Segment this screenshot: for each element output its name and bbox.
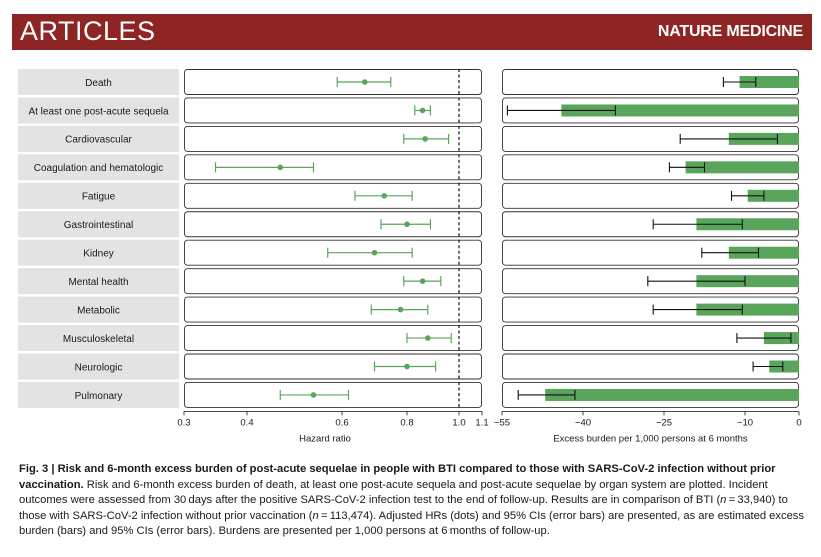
excess-tick-label: −25 bbox=[656, 417, 672, 428]
hr-panel-frame bbox=[184, 268, 482, 295]
row-label: Neurologic bbox=[75, 362, 123, 373]
hr-panel-frame bbox=[184, 325, 482, 351]
hr-panel-frame bbox=[184, 382, 482, 408]
row-label: Kidney bbox=[83, 249, 114, 260]
hr-point bbox=[277, 164, 284, 171]
row-label-bg bbox=[18, 69, 179, 95]
hr-axis-title: Hazard ratio bbox=[299, 433, 351, 444]
row-label-bg bbox=[18, 211, 179, 238]
row-label-bg bbox=[18, 381, 179, 408]
excess-bar bbox=[696, 218, 799, 231]
hr-point bbox=[404, 363, 410, 370]
excess-bar bbox=[561, 104, 799, 117]
excess-bar bbox=[728, 246, 799, 259]
row-label: Death bbox=[85, 78, 112, 89]
hr-tick-label: 0.3 bbox=[177, 417, 190, 428]
row-label-bg bbox=[18, 353, 179, 380]
row-label: Mental health bbox=[68, 277, 128, 288]
hr-point bbox=[425, 335, 431, 341]
hr-panel-frame bbox=[184, 69, 482, 95]
row-label-bg bbox=[18, 239, 179, 266]
journal-name: NATURE MEDICINE bbox=[657, 23, 803, 40]
caption-text-2: ) to those with SARS-CoV-2 infection wit… bbox=[19, 494, 788, 522]
excess-tick-label: −40 bbox=[575, 417, 591, 428]
excess-bar bbox=[747, 189, 799, 202]
hr-panel-frame bbox=[184, 239, 482, 266]
hr-tick-label: 1.0 bbox=[452, 417, 465, 428]
row-label: Musculoskeletal bbox=[63, 334, 134, 345]
row-label: At least one post-acute sequela bbox=[28, 106, 169, 117]
row-label-bg bbox=[18, 154, 179, 181]
hr-panel-frame bbox=[184, 296, 482, 323]
figure-caption: Fig. 3 | Risk and 6-month excess burden … bbox=[19, 462, 805, 540]
hr-panel-frame bbox=[184, 125, 482, 152]
hr-point bbox=[419, 278, 426, 284]
hr-panel-frame bbox=[184, 211, 482, 238]
row-label: Coagulation and hematologic bbox=[34, 163, 164, 174]
caption-text-3: ). Adjusted HRs (dots) and 95% CIs (erro… bbox=[19, 509, 804, 538]
section-title: ARTICLES bbox=[20, 16, 156, 46]
excess-bar bbox=[696, 303, 799, 316]
caption-n1-variable: n bbox=[720, 494, 727, 507]
row-label: Fatigue bbox=[82, 192, 116, 203]
hr-panel-frame bbox=[184, 353, 482, 380]
hr-panel-frame bbox=[184, 97, 482, 124]
caption-n2-value: = 113,474 bbox=[318, 509, 370, 522]
hr-panel-frame bbox=[184, 182, 482, 209]
excess-tick-label: −10 bbox=[737, 417, 753, 428]
hr-point bbox=[371, 249, 378, 256]
excess-bar bbox=[769, 360, 799, 373]
caption-n2-variable: n bbox=[312, 509, 319, 522]
hr-tick-label: 1.1 bbox=[475, 417, 488, 428]
hr-point bbox=[404, 221, 410, 228]
journal-banner: ARTICLES NATURE MEDICINE bbox=[12, 14, 812, 50]
hr-point bbox=[310, 392, 317, 398]
hr-point bbox=[419, 107, 426, 114]
row-label-bg bbox=[18, 296, 179, 323]
hr-point bbox=[397, 306, 404, 313]
row-label-bg bbox=[18, 268, 179, 295]
excess-tick-label: 0 bbox=[796, 417, 801, 428]
hr-tick-label: 0.8 bbox=[400, 417, 413, 428]
row-label-bg bbox=[18, 97, 179, 124]
excess-bar bbox=[545, 388, 799, 401]
hr-tick-label: 0.4 bbox=[240, 417, 253, 428]
hr-point bbox=[422, 136, 429, 142]
excess-axis-title: Excess burden per 1,000 persons at 6 mon… bbox=[553, 433, 748, 444]
row-label: Gastrointestinal bbox=[64, 220, 133, 231]
caption-fig-label: Fig. 3 | bbox=[19, 463, 58, 475]
row-label: Cardiovascular bbox=[65, 135, 132, 146]
excess-bar bbox=[696, 275, 799, 288]
excess-bar bbox=[685, 161, 799, 174]
hr-tick-label: 0.6 bbox=[335, 417, 348, 428]
row-label: Metabolic bbox=[77, 305, 120, 316]
excess-tick-label: −55 bbox=[494, 417, 510, 428]
row-label-bg bbox=[18, 325, 179, 352]
figure: Death At least one post-acute sequela Card… bbox=[18, 69, 802, 444]
row-label-bg bbox=[18, 182, 179, 209]
hr-panel-frame bbox=[184, 154, 482, 181]
hr-point bbox=[361, 79, 368, 85]
caption-n1-value: = 33,940 bbox=[726, 494, 772, 507]
row-label: Pulmonary bbox=[75, 391, 123, 402]
excess-bar bbox=[739, 76, 799, 88]
caption-text-1: Risk and 6-month excess burden of death,… bbox=[19, 478, 768, 507]
row-label-bg bbox=[18, 125, 179, 152]
hr-point bbox=[381, 193, 388, 199]
caption-title: Risk and 6-month excess burden of post-a… bbox=[19, 463, 776, 491]
